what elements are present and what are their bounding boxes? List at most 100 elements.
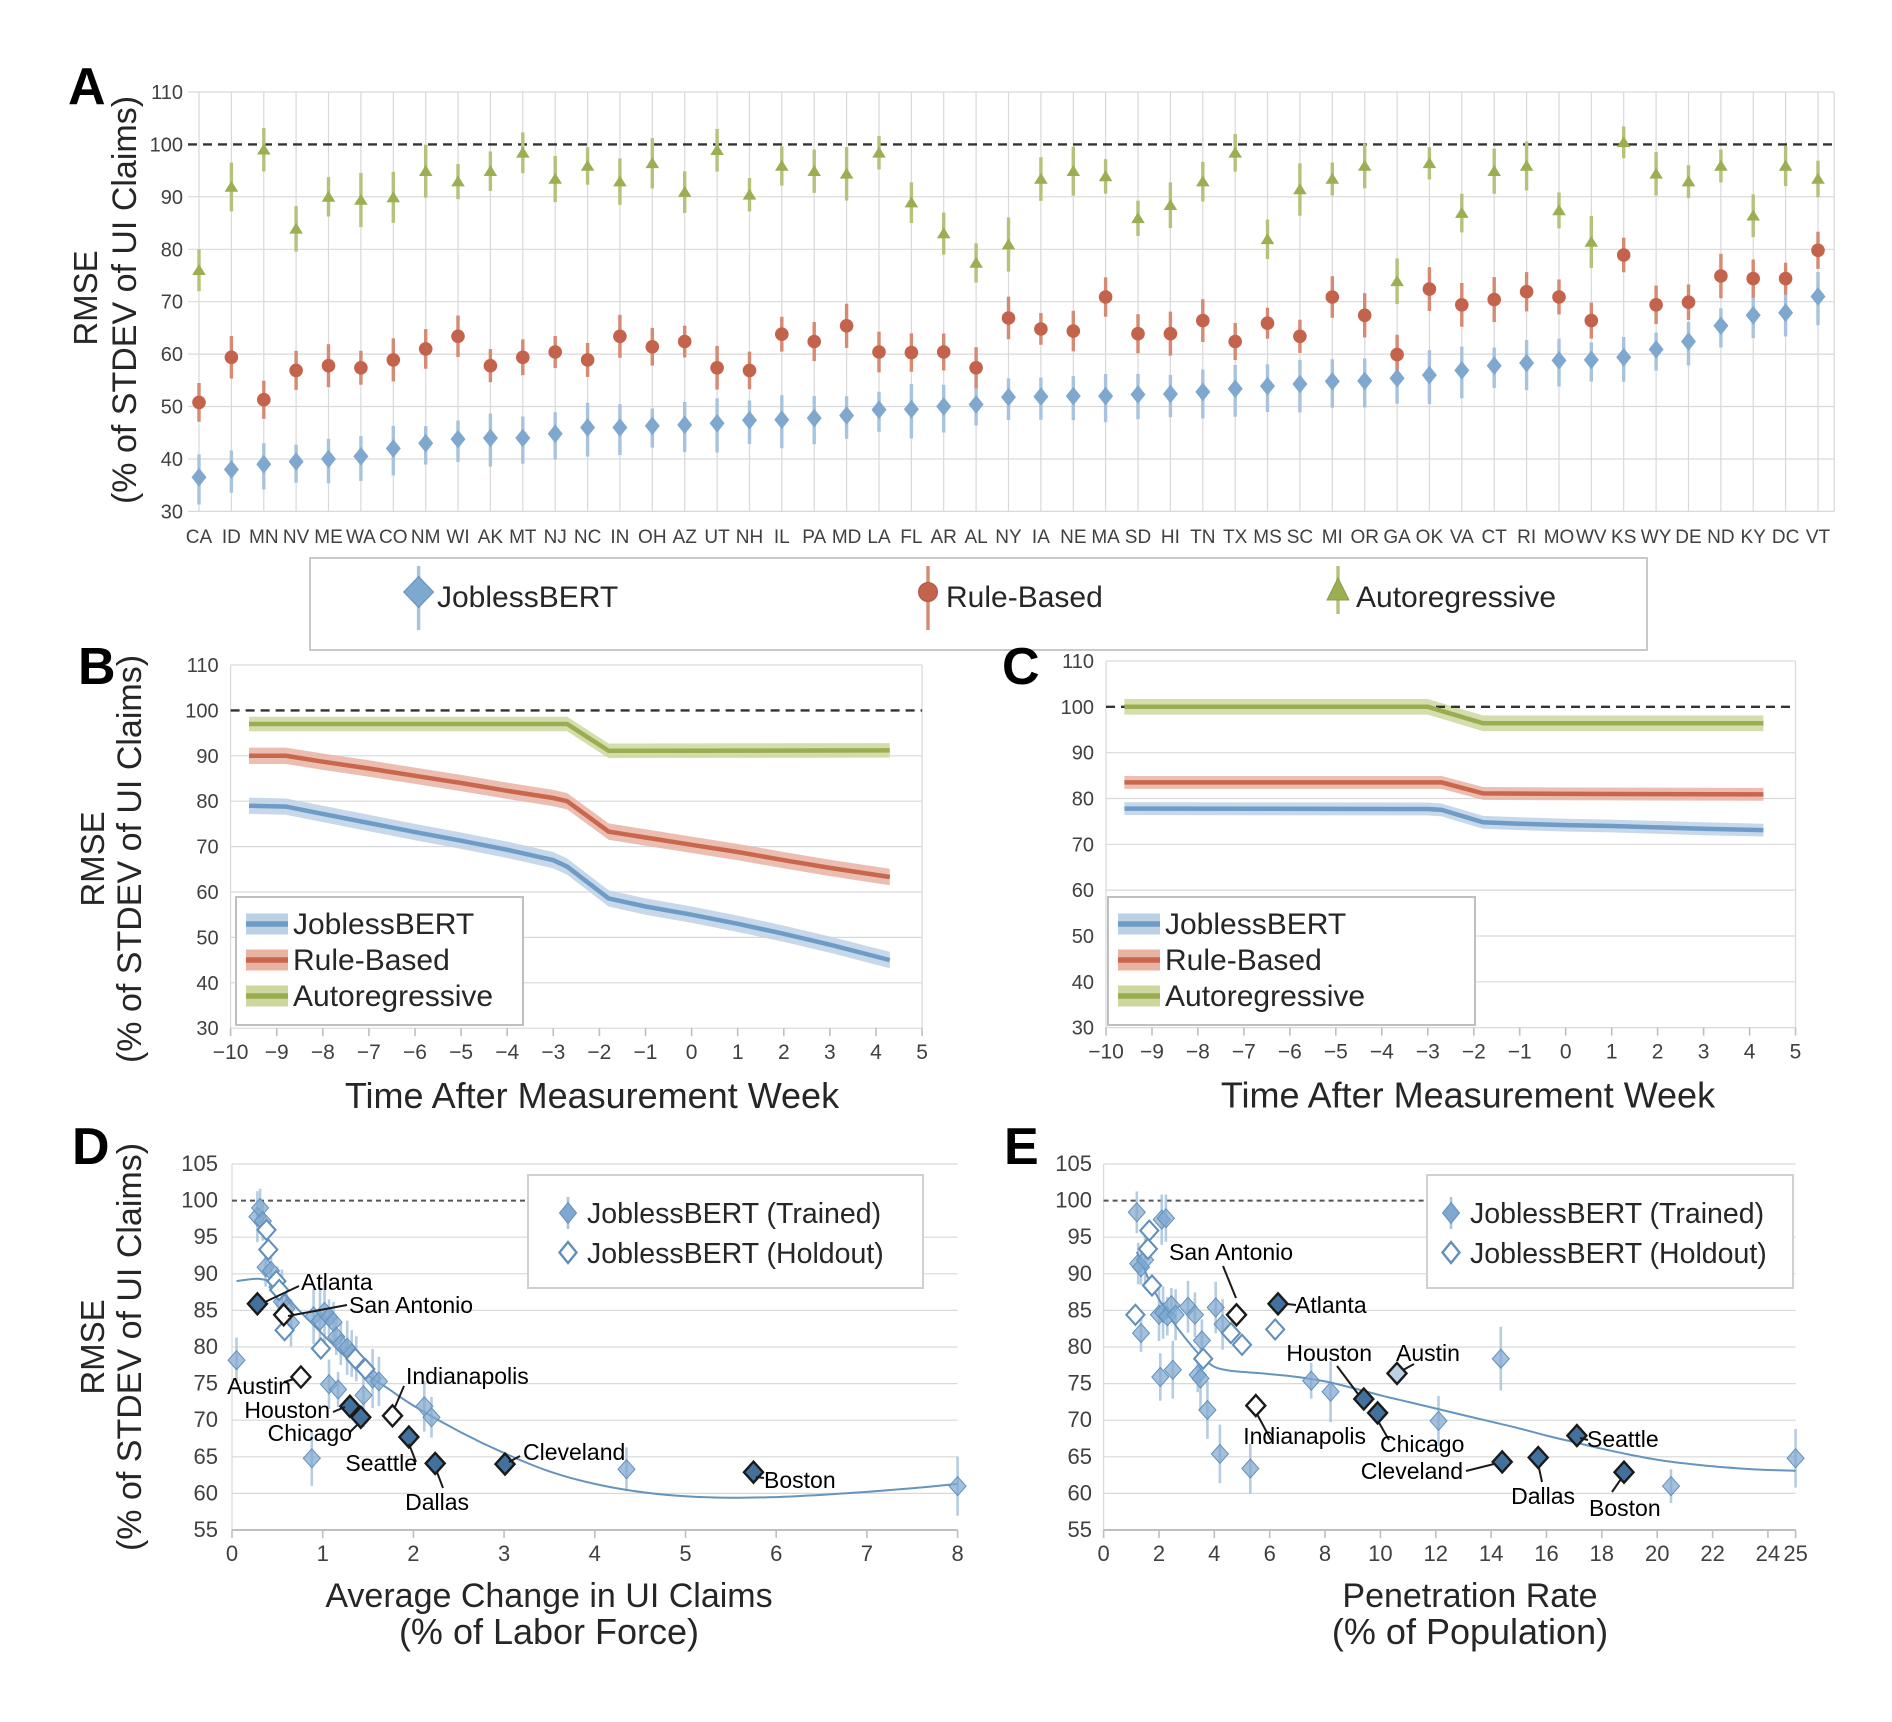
svg-text:55: 55 — [1068, 1517, 1092, 1542]
svg-text:Rule-Based: Rule-Based — [946, 581, 1103, 614]
svg-text:2: 2 — [778, 1041, 790, 1064]
svg-text:90: 90 — [1072, 743, 1094, 765]
svg-text:MN: MN — [249, 527, 279, 548]
svg-text:6: 6 — [770, 1541, 782, 1566]
svg-text:0: 0 — [686, 1041, 698, 1064]
svg-text:90: 90 — [1068, 1261, 1092, 1286]
svg-text:DE: DE — [1675, 527, 1701, 548]
svg-text:RI: RI — [1517, 527, 1536, 548]
svg-text:55: 55 — [194, 1517, 218, 1542]
svg-text:DC: DC — [1772, 527, 1799, 548]
svg-text:MO: MO — [1544, 527, 1575, 548]
svg-text:FL: FL — [900, 527, 922, 548]
svg-text:Rule-Based: Rule-Based — [1165, 944, 1322, 977]
svg-text:KY: KY — [1741, 527, 1767, 548]
svg-text:20: 20 — [1645, 1541, 1669, 1566]
svg-text:San Antonio: San Antonio — [349, 1292, 473, 1318]
svg-text:50: 50 — [1072, 926, 1094, 948]
svg-text:40: 40 — [196, 973, 218, 995]
svg-text:JoblessBERT (Trained): JoblessBERT (Trained) — [1470, 1198, 1764, 1230]
svg-text:Seattle: Seattle — [345, 1450, 417, 1476]
svg-text:5: 5 — [916, 1041, 928, 1064]
svg-text:65: 65 — [194, 1444, 218, 1469]
svg-text:12: 12 — [1424, 1541, 1448, 1566]
svg-text:(% of Population): (% of Population) — [1332, 1611, 1608, 1652]
svg-text:Time After Measurement Week: Time After Measurement Week — [345, 1075, 840, 1116]
svg-text:WI: WI — [446, 527, 469, 548]
svg-text:1: 1 — [732, 1041, 744, 1064]
svg-text:VA: VA — [1450, 527, 1474, 548]
svg-text:CA: CA — [186, 527, 213, 548]
svg-text:NJ: NJ — [544, 527, 567, 548]
svg-text:Chicago: Chicago — [268, 1420, 352, 1446]
svg-text:110: 110 — [187, 655, 219, 677]
svg-text:90: 90 — [196, 746, 218, 768]
svg-text:25: 25 — [1783, 1541, 1807, 1566]
svg-text:RMSE: RMSE — [74, 1299, 111, 1394]
svg-text:MS: MS — [1253, 527, 1282, 548]
svg-text:95: 95 — [194, 1224, 218, 1249]
svg-text:80: 80 — [194, 1334, 218, 1359]
svg-text:75: 75 — [1068, 1371, 1092, 1396]
svg-text:JoblessBERT: JoblessBERT — [1165, 908, 1346, 941]
svg-text:0: 0 — [1097, 1541, 1109, 1566]
svg-text:100: 100 — [1061, 697, 1094, 719]
svg-text:JoblessBERT (Holdout): JoblessBERT (Holdout) — [587, 1238, 884, 1270]
svg-text:−8: −8 — [311, 1041, 335, 1064]
svg-text:IN: IN — [610, 527, 629, 548]
svg-text:7: 7 — [861, 1541, 873, 1566]
svg-text:SC: SC — [1287, 527, 1313, 548]
svg-text:40: 40 — [1072, 972, 1094, 994]
svg-text:85: 85 — [1068, 1297, 1092, 1322]
svg-text:NV: NV — [283, 527, 310, 548]
svg-text:−8: −8 — [1186, 1041, 1210, 1064]
svg-text:22: 22 — [1700, 1541, 1724, 1566]
svg-text:(% of STDEV of UI Claims): (% of STDEV of UI Claims) — [106, 96, 144, 504]
svg-text:4: 4 — [589, 1541, 601, 1566]
svg-text:5: 5 — [679, 1541, 691, 1566]
svg-text:2: 2 — [1652, 1041, 1664, 1064]
svg-text:Austin: Austin — [1396, 1340, 1460, 1366]
svg-text:PA: PA — [802, 527, 826, 548]
svg-text:85: 85 — [194, 1297, 218, 1322]
svg-text:70: 70 — [1068, 1407, 1092, 1432]
svg-text:4: 4 — [1744, 1041, 1756, 1064]
svg-text:CT: CT — [1482, 527, 1508, 548]
svg-text:Autoregressive: Autoregressive — [1356, 581, 1556, 614]
svg-text:3: 3 — [1698, 1041, 1710, 1064]
svg-text:Atlanta: Atlanta — [1295, 1292, 1367, 1318]
svg-text:1: 1 — [317, 1541, 329, 1566]
svg-text:AR: AR — [930, 527, 956, 548]
svg-text:4: 4 — [1208, 1541, 1220, 1566]
svg-text:110: 110 — [1062, 651, 1094, 673]
svg-text:OK: OK — [1416, 527, 1444, 548]
svg-text:TN: TN — [1190, 527, 1215, 548]
svg-text:110: 110 — [151, 82, 183, 104]
svg-text:70: 70 — [161, 292, 183, 314]
svg-text:NC: NC — [574, 527, 601, 548]
svg-text:Austin: Austin — [227, 1373, 291, 1399]
svg-text:LA: LA — [867, 527, 891, 548]
svg-text:WV: WV — [1576, 527, 1607, 548]
svg-text:KS: KS — [1611, 527, 1636, 548]
svg-text:Seattle: Seattle — [1587, 1426, 1659, 1452]
svg-text:JoblessBERT: JoblessBERT — [293, 908, 474, 941]
svg-text:3: 3 — [824, 1041, 836, 1064]
svg-text:70: 70 — [1072, 834, 1094, 856]
svg-text:(% of STDEV of UI Claims): (% of STDEV of UI Claims) — [111, 655, 149, 1063]
svg-text:100: 100 — [185, 700, 218, 722]
svg-text:NE: NE — [1060, 527, 1086, 548]
svg-text:B: B — [78, 638, 116, 696]
svg-text:ID: ID — [222, 527, 241, 548]
svg-text:Cleveland: Cleveland — [523, 1439, 625, 1465]
svg-text:Atlanta: Atlanta — [301, 1269, 373, 1295]
svg-text:−7: −7 — [357, 1041, 381, 1064]
svg-text:NM: NM — [411, 527, 441, 548]
svg-text:−9: −9 — [265, 1041, 289, 1064]
svg-text:−9: −9 — [1140, 1041, 1164, 1064]
svg-text:WA: WA — [346, 527, 376, 548]
svg-text:GA: GA — [1383, 527, 1411, 548]
svg-text:90: 90 — [161, 187, 183, 209]
svg-text:24: 24 — [1756, 1541, 1780, 1566]
svg-text:60: 60 — [1072, 880, 1094, 902]
